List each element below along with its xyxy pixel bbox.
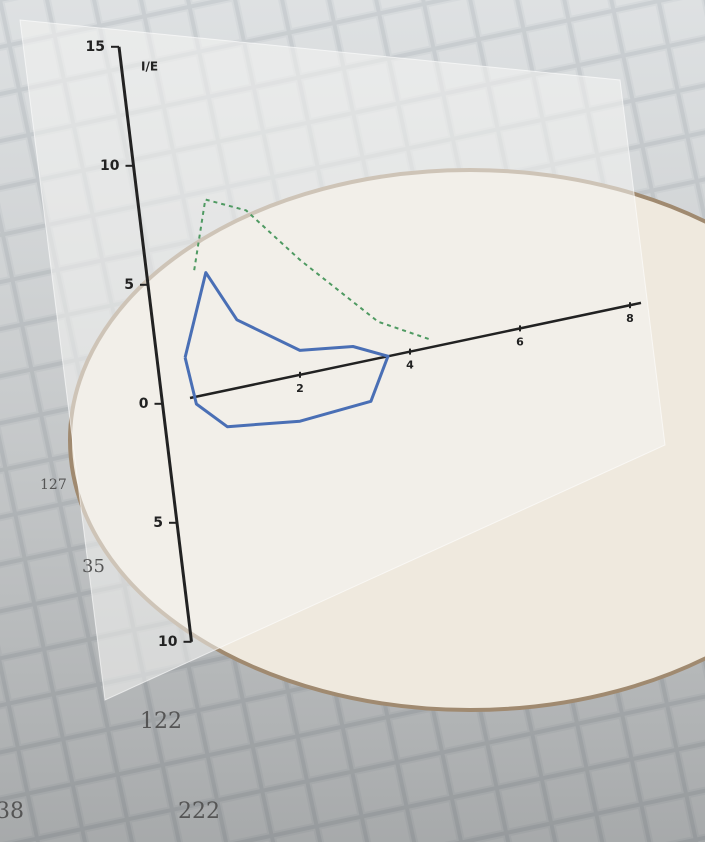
y-tick-label: 10 xyxy=(158,634,178,650)
x-tick-label: 6 xyxy=(516,335,524,348)
background-text: 122 xyxy=(140,709,182,734)
x-tick-label: 2 xyxy=(296,382,304,395)
y-axis-label: I/E xyxy=(141,59,158,73)
y-tick-label: 15 xyxy=(86,39,105,55)
background-text: 38 xyxy=(0,799,24,824)
x-tick-label: 8 xyxy=(626,312,634,325)
y-tick-label: 0 xyxy=(139,396,149,412)
background-text: 127 xyxy=(40,477,67,493)
y-tick-label: 5 xyxy=(124,277,134,293)
background-text: 222 xyxy=(178,799,220,824)
scene: 127 35 122 222 38 10 5 0 5 10 15 2 4 6 8 I/E xyxy=(0,0,705,842)
y-tick-label: 10 xyxy=(100,158,120,174)
y-tick-label: 5 xyxy=(153,515,163,531)
x-tick-label: 4 xyxy=(406,359,414,372)
background-text: 35 xyxy=(82,556,105,577)
